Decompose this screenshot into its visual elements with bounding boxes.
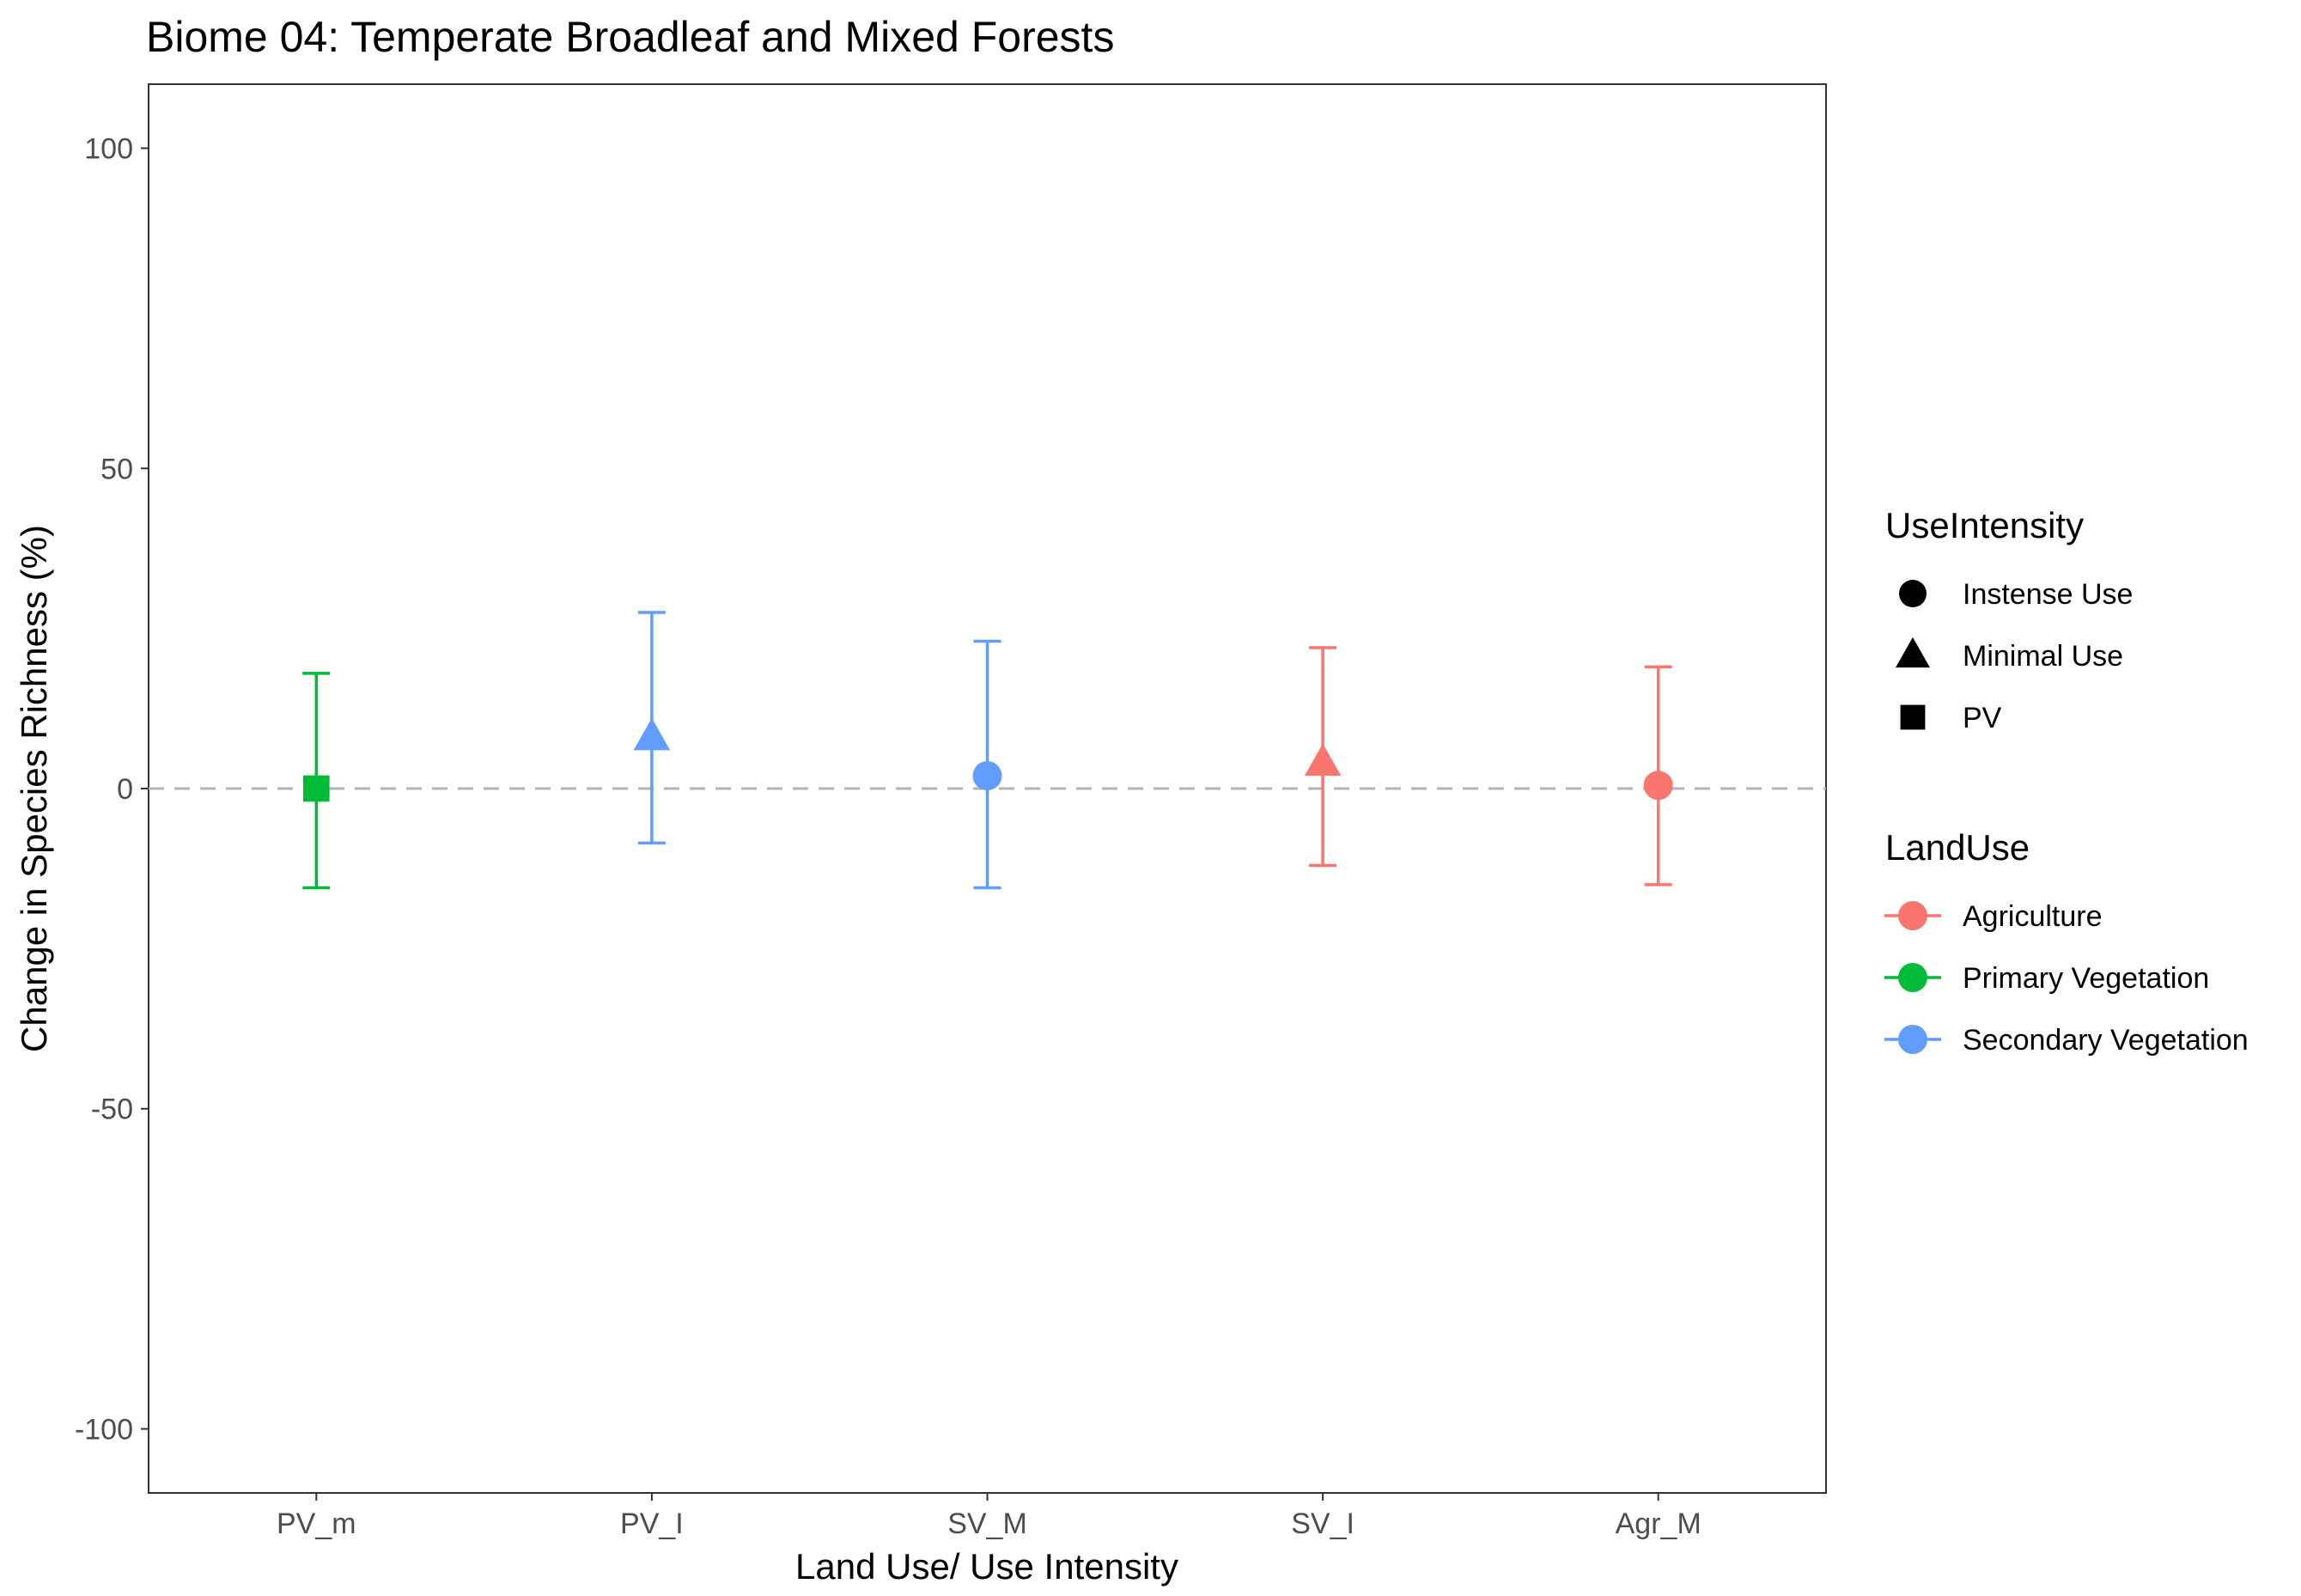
point-marker [633, 717, 671, 751]
legend-land-use-title: LandUse [1885, 827, 2030, 868]
legend-key-circle [1898, 1025, 1927, 1054]
x-axis: PV_m PV_I SV_M SV_I Agr_M [277, 1493, 1701, 1540]
y-tick-label: 0 [117, 773, 133, 806]
legend-key-square [1900, 704, 1926, 730]
y-axis-title: Change in Species Richness (%) [14, 525, 54, 1052]
point-marker [1643, 771, 1673, 801]
data-point-pv-m [302, 672, 331, 890]
point-marker [972, 761, 1002, 791]
legend-label: PV [1963, 702, 2002, 734]
point-marker [303, 775, 330, 802]
legend-key-circle [1899, 580, 1927, 607]
data-point-pv-i [633, 611, 671, 845]
legend-label: Instense Use [1963, 578, 2133, 611]
y-axis: -100 -50 0 50 100 [75, 133, 149, 1446]
data-marks [302, 611, 1673, 890]
legend-label: Minimal Use [1963, 640, 2123, 673]
x-tick-label: Agr_M [1616, 1508, 1701, 1540]
y-tick-label: 50 [100, 453, 133, 485]
point-marker [1304, 743, 1342, 777]
x-tick-label: SV_I [1291, 1508, 1354, 1540]
legend-use-intensity: UseIntensity Instense Use Minimal Use PV [1885, 505, 2133, 734]
chart-title: Biome 04: Temperate Broadleaf and Mixed … [146, 13, 1114, 61]
legend-key-circle [1898, 963, 1927, 992]
legend-label: Primary Vegetation [1963, 962, 2209, 995]
data-point-sv-i [1304, 646, 1342, 868]
y-tick-label: -100 [75, 1413, 133, 1446]
x-tick-label: SV_M [947, 1508, 1027, 1540]
x-tick-label: PV_m [277, 1508, 356, 1540]
legend-label: Secondary Vegetation [1963, 1024, 2249, 1057]
data-point-agr-m [1643, 665, 1673, 886]
legend-land-use: LandUse Agriculture Primary Vegetation Sec… [1884, 827, 2249, 1057]
y-tick-label: 100 [84, 133, 133, 166]
x-tick-label: PV_I [620, 1508, 684, 1540]
x-axis-title: Land Use/ Use Intensity [795, 1546, 1178, 1587]
legend-use-intensity-title: UseIntensity [1885, 505, 2084, 545]
data-point-sv-m [972, 639, 1002, 890]
y-tick-label: -50 [91, 1093, 133, 1126]
legend-key-triangle [1896, 637, 1930, 668]
legend-key-circle [1898, 901, 1927, 930]
legend-label: Agriculture [1963, 900, 2103, 933]
